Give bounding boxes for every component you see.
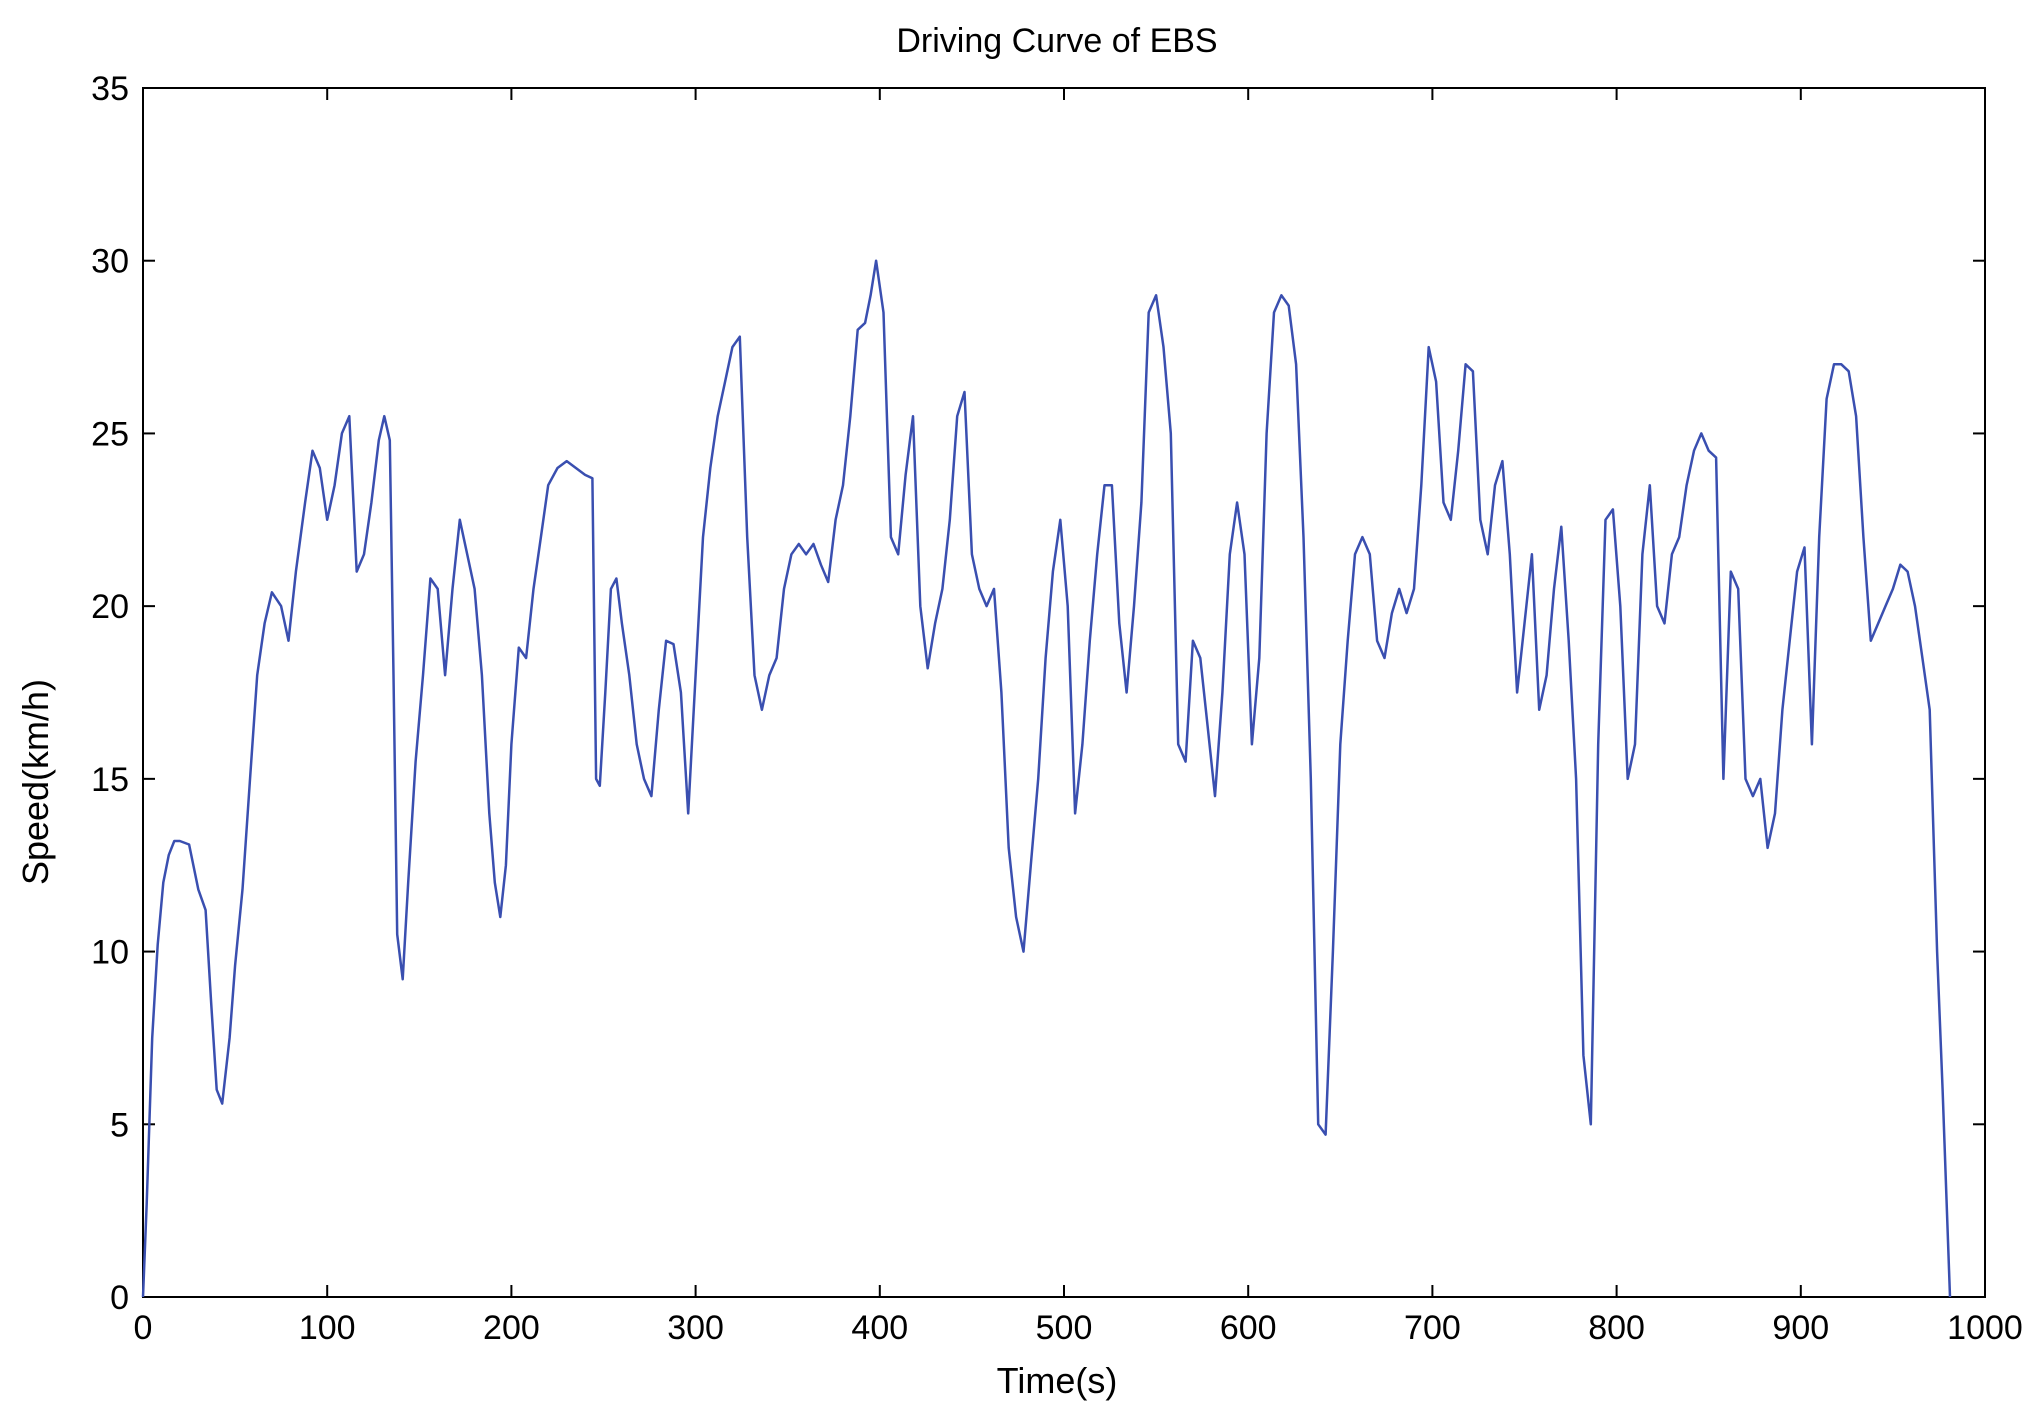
x-tick-label-700: 700 (1404, 1309, 1461, 1347)
chart-title: Driving Curve of EBS (896, 22, 1217, 60)
x-tick-label-0: 0 (134, 1309, 153, 1347)
y-tick-label-15: 15 (91, 761, 129, 799)
x-tick-label-800: 800 (1588, 1309, 1645, 1347)
y-tick-label-20: 20 (91, 588, 129, 626)
axes-frame (142, 87, 1986, 1298)
x-tick-label-1000: 1000 (1947, 1309, 2023, 1347)
x-tick-label-900: 900 (1772, 1309, 1829, 1347)
x-axis-label: Time(s) (997, 1360, 1118, 1401)
y-tick-label-30: 30 (91, 243, 129, 281)
x-tick-label-300: 300 (667, 1309, 724, 1347)
y-tick-label-0: 0 (110, 1279, 129, 1317)
x-tick-label-600: 600 (1220, 1309, 1277, 1347)
y-tick-label-35: 35 (91, 70, 129, 108)
x-tick-label-200: 200 (483, 1309, 540, 1347)
y-tick-label-5: 5 (110, 1106, 129, 1144)
x-tick-label-500: 500 (1036, 1309, 1093, 1347)
x-tick-label-400: 400 (851, 1309, 908, 1347)
plot-area: 0 100 200 300 400 500 600 700 800 900 1000 0 5 10 15 20… (91, 70, 2023, 1347)
y-tick-label-10: 10 (91, 934, 129, 972)
series-line-0 (141, 259, 1952, 1298)
y-tick-label-25: 25 (91, 415, 129, 453)
x-tick-label-100: 100 (299, 1309, 356, 1347)
y-axis-label: Speed(km/h) (15, 679, 56, 885)
